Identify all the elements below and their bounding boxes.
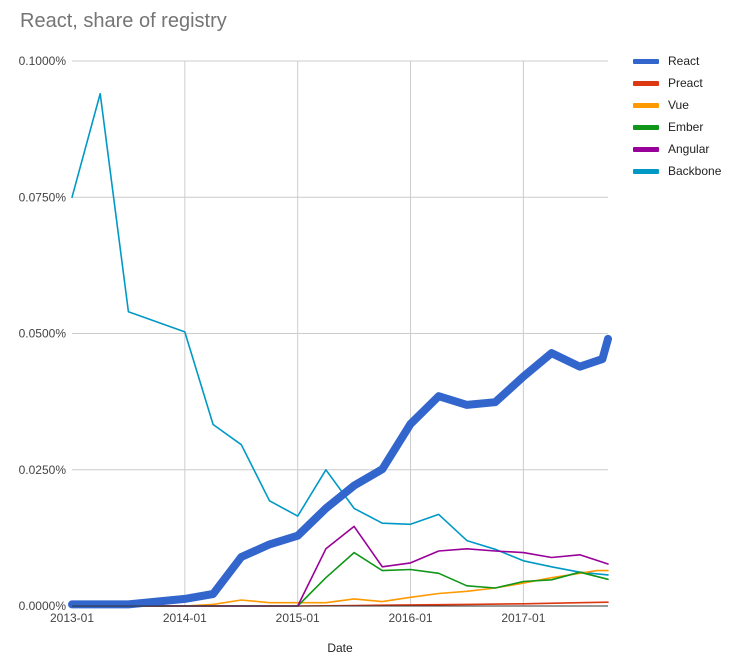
x-tick-label: 2016-01 bbox=[389, 611, 433, 625]
legend: React Preact Vue Ember Angular Backbone bbox=[633, 54, 722, 178]
legend-swatch bbox=[633, 103, 659, 108]
legend-swatch bbox=[633, 147, 659, 152]
y-axis-tick-labels: 0.0000% 0.0250% 0.0500% 0.0750% 0.1000% bbox=[19, 54, 67, 613]
y-tick-label: 0.0750% bbox=[19, 190, 67, 204]
legend-label: Angular bbox=[668, 142, 709, 156]
legend-swatch bbox=[633, 81, 659, 86]
legend-label: Backbone bbox=[668, 164, 722, 178]
legend-label: React bbox=[668, 54, 700, 68]
gridlines bbox=[72, 60, 608, 606]
legend-label: Ember bbox=[668, 120, 703, 134]
x-tick-label: 2015-01 bbox=[276, 611, 320, 625]
y-tick-label: 0.0250% bbox=[19, 463, 67, 477]
x-axis-tick-labels: 2013-01 2014-01 2015-01 2016-01 2017-01 bbox=[50, 611, 546, 625]
legend-item-preact[interactable]: Preact bbox=[633, 76, 703, 90]
legend-item-backbone[interactable]: Backbone bbox=[633, 164, 722, 178]
legend-swatch bbox=[633, 169, 659, 174]
series-line-react bbox=[68, 334, 612, 609]
legend-item-react[interactable]: React bbox=[633, 54, 700, 68]
series-line-backbone bbox=[71, 92, 609, 576]
x-tick-label: 2017-01 bbox=[501, 611, 545, 625]
x-tick-label: 2013-01 bbox=[50, 611, 94, 625]
legend-item-angular[interactable]: Angular bbox=[633, 142, 709, 156]
series-lines bbox=[68, 92, 612, 609]
legend-label: Preact bbox=[668, 76, 703, 90]
x-axis-title: Date bbox=[327, 641, 353, 655]
y-tick-label: 0.1000% bbox=[19, 54, 67, 68]
legend-label: Vue bbox=[668, 98, 689, 112]
chart-title: React, share of registry bbox=[20, 10, 227, 32]
y-tick-label: 0.0000% bbox=[19, 599, 67, 613]
legend-swatch bbox=[633, 59, 659, 64]
y-tick-label: 0.0500% bbox=[19, 327, 67, 341]
x-tick-label: 2014-01 bbox=[163, 611, 207, 625]
legend-swatch bbox=[633, 125, 659, 130]
legend-item-vue[interactable]: Vue bbox=[633, 98, 689, 112]
series-line-vue bbox=[71, 569, 609, 607]
legend-item-ember[interactable]: Ember bbox=[633, 120, 703, 134]
series-line-ember bbox=[71, 551, 609, 607]
